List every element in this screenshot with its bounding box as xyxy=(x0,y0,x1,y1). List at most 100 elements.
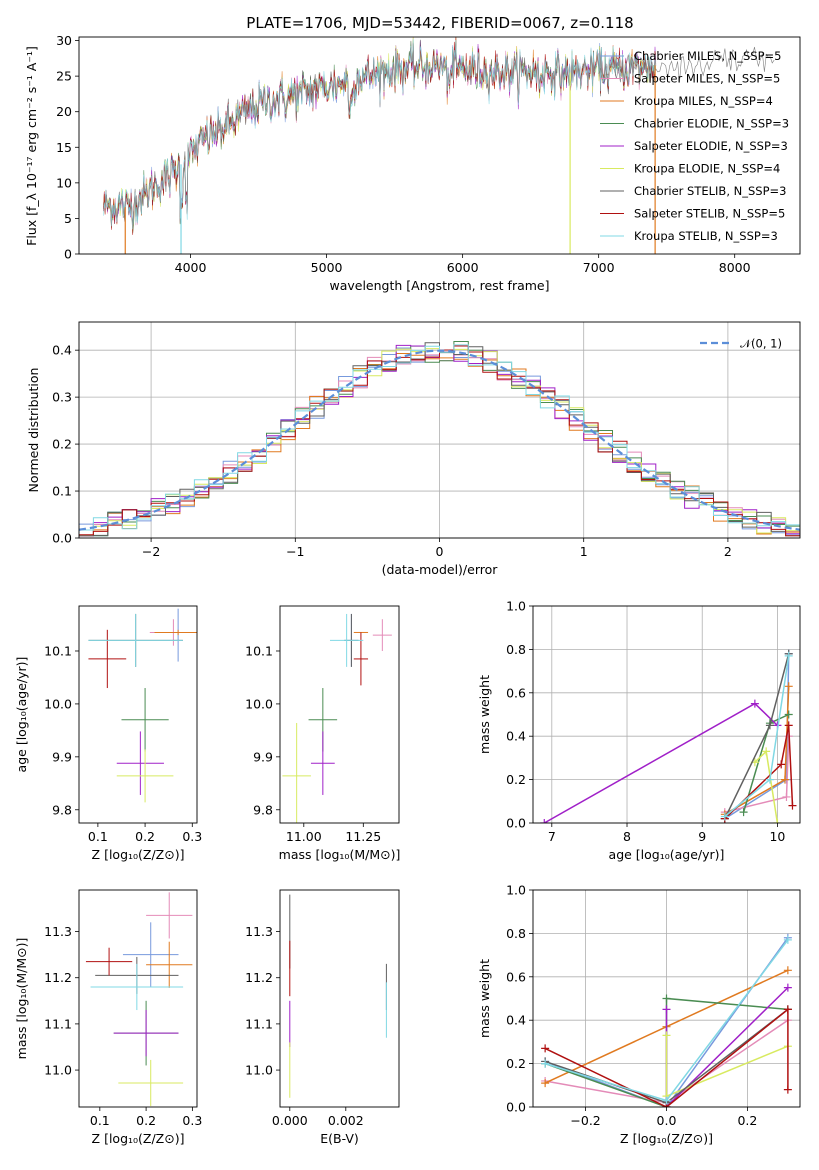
mass-weight-marker xyxy=(765,721,774,730)
x-tick-label: 0.002 xyxy=(328,1113,364,1128)
mass-weight-line xyxy=(724,725,794,820)
error-bar-point xyxy=(329,613,364,667)
x-tick-label: 8000 xyxy=(719,260,751,275)
x-tick-label: −2 xyxy=(142,544,160,559)
x-tick-label: 10 xyxy=(769,829,785,844)
x-tick-label: 4000 xyxy=(175,260,207,275)
mass-weight-marker xyxy=(780,775,789,784)
plot-area xyxy=(88,608,197,803)
error-bar-point xyxy=(113,1010,179,1057)
y-axis-label: Flux [f_λ 10⁻¹⁷ erg cm⁻² s⁻¹ A⁻¹] xyxy=(24,46,39,246)
y-tick-label: 20 xyxy=(56,104,72,119)
y-tick-label: 0.1 xyxy=(52,484,72,499)
age_vs_Z-panel: 0.1 0.2 0.3 9.8 9.9 10.0 10.1 Z [log₁₀(Z/Z⊙)] ag… xyxy=(14,605,202,862)
y-tick-label: 0.2 xyxy=(506,772,526,787)
x-axis-label: E(B-V) xyxy=(320,1131,359,1146)
plot-area xyxy=(85,892,193,1107)
y-tick-label: 1.0 xyxy=(506,599,526,614)
y-tick-label: 0.8 xyxy=(506,642,526,657)
axes-frame xyxy=(532,889,801,1108)
mass-weight-marker xyxy=(777,760,786,769)
age_vs_mass-panel: 11.00 11.25 9.8 9.9 10.0 10.1 mass [log₁₀(M/M⊙… xyxy=(245,605,400,862)
error-bar-point xyxy=(90,963,184,1011)
spectrum-panel: 4000 5000 6000 7000 8000 0 5 10 15 20 25 30 waveleng… xyxy=(24,33,801,293)
mass_vs_Z-panel: 0.1 0.2 0.3 11.0 11.1 11.2 11.3 Z [log₁₀(Z/Z⊙)]… xyxy=(14,889,202,1146)
y-tick-label: 0.0 xyxy=(52,531,72,546)
error-bar-point xyxy=(154,629,197,636)
y-tick-label: 0.4 xyxy=(506,1013,526,1028)
mass-weight-marker xyxy=(541,1079,550,1088)
axes-frame xyxy=(78,605,198,824)
x-tick-label: 0 xyxy=(436,544,444,559)
mass-weight-marker xyxy=(540,819,549,823)
y-axis-label: age [log₁₀(age/yr)] xyxy=(14,657,29,773)
x-tick-label: 0.3 xyxy=(182,829,202,844)
weight_vs_age-panel: 7 8 9 10 0.0 0.2 0.4 0.6 0.8 1.0 age [log₁₀(age/yr… xyxy=(477,599,801,862)
x-tick-label: 11.25 xyxy=(345,829,381,844)
x-axis-label: age [log₁₀(age/yr)] xyxy=(609,847,725,862)
error-bar-point xyxy=(118,1059,184,1107)
x-tick-label: 0.1 xyxy=(88,829,108,844)
spectrum-series-line xyxy=(103,38,657,230)
x-tick-label: −1 xyxy=(286,544,304,559)
error-bar-point xyxy=(88,629,127,689)
residuals-panel: −2 −1 0 1 2 0.0 0.1 0.2 0.3 0.4 (data-model)/error… xyxy=(26,321,801,577)
y-axis-label: mass weight xyxy=(477,675,492,754)
x-tick-label: 6000 xyxy=(447,260,479,275)
mass-weight-line xyxy=(544,1007,789,1107)
y-tick-label: 9.8 xyxy=(52,802,72,817)
y-tick-label: 0.4 xyxy=(52,343,72,358)
legend-entry: Salpeter ELODIE, N_SSP=3 xyxy=(634,139,788,153)
mass-weight-line xyxy=(543,702,778,823)
y-axis-label: Normed distribution xyxy=(26,368,41,493)
y-tick-label: 11.0 xyxy=(44,1063,72,1078)
axes-frame xyxy=(78,321,801,539)
mass-weight-marker xyxy=(782,792,791,801)
mass-weight-marker xyxy=(750,699,759,708)
legend-entry: Kroupa MILES, N_SSP=4 xyxy=(634,94,773,108)
axes-frame xyxy=(279,889,400,1108)
x-tick-label: 0.0 xyxy=(657,1113,677,1128)
y-tick-label: 0.3 xyxy=(52,390,72,405)
error-bar-point xyxy=(121,688,169,752)
mass-weight-marker xyxy=(765,775,774,784)
x-tick-label: 9 xyxy=(698,829,706,844)
x-tick-label: 0.2 xyxy=(737,1113,757,1128)
y-tick-label: 11.1 xyxy=(44,1016,72,1031)
y-tick-label: 10.1 xyxy=(245,643,273,658)
plot-area xyxy=(103,37,775,254)
mass-weight-marker xyxy=(783,983,792,992)
y-tick-label: 10.0 xyxy=(44,696,72,711)
y-tick-label: 0.2 xyxy=(506,1056,526,1071)
mass-weight-marker xyxy=(783,966,792,975)
error-bar-point xyxy=(85,947,133,976)
legend-entry: Kroupa ELODIE, N_SSP=4 xyxy=(634,162,780,176)
mass-weight-marker xyxy=(783,1005,792,1014)
mass-weight-marker xyxy=(662,1096,671,1105)
error-bar-point xyxy=(282,722,311,823)
y-tick-label: 0 xyxy=(64,247,72,262)
error-bar-point xyxy=(353,632,369,686)
mass-weight-marker xyxy=(784,682,793,691)
y-tick-label: 10.1 xyxy=(44,643,72,658)
legend-entry: Kroupa STELIB, N_SSP=3 xyxy=(634,229,778,243)
mass-weight-marker xyxy=(739,808,748,817)
weight_vs_Z-panel: −0.2 0.0 0.2 0.0 0.2 0.4 0.6 0.8 1.0 Z [log₁₀(Z/Z… xyxy=(477,883,801,1146)
x-tick-label: 5000 xyxy=(311,260,343,275)
legend-entry: Chabrier STELIB, N_SSP=3 xyxy=(634,184,786,198)
axes-frame xyxy=(78,889,198,1108)
y-tick-label: 25 xyxy=(56,69,72,84)
error-bar-point xyxy=(116,731,164,795)
y-tick-label: 11.0 xyxy=(245,1063,273,1078)
legend-entry: Salpeter MILES, N_SSP=5 xyxy=(634,72,780,86)
error-bar-point xyxy=(88,613,183,667)
x-tick-label: 1 xyxy=(580,544,588,559)
error-bar-point xyxy=(122,922,179,987)
gaussian-curve xyxy=(79,349,800,531)
y-tick-label: 0.6 xyxy=(506,969,526,984)
figure-title: PLATE=1706, MJD=53442, FIBERID=0067, z=0… xyxy=(246,14,633,32)
x-axis-label: Z [log₁₀(Z/Z⊙)] xyxy=(620,1131,713,1146)
plot-area xyxy=(540,649,797,823)
y-tick-label: 15 xyxy=(56,140,72,155)
